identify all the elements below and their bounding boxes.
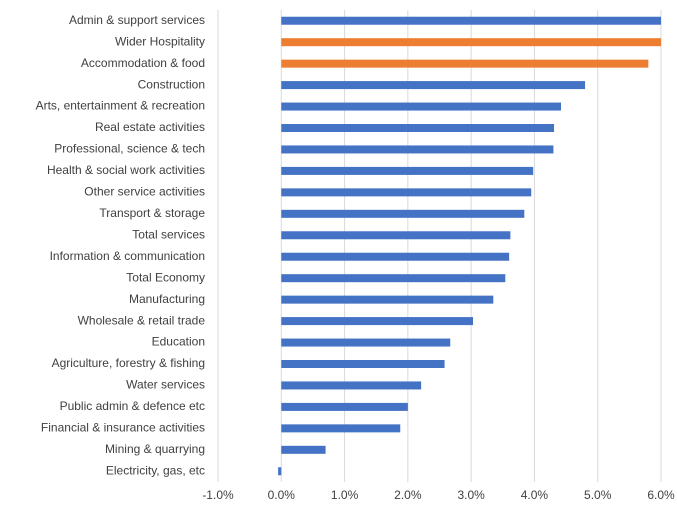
bar <box>281 16 661 25</box>
bar <box>281 360 445 368</box>
y-tick-label: Information & communication <box>50 249 205 263</box>
y-tick-label: Health & social work activities <box>47 163 205 177</box>
y-tick-label: Financial & insurance activities <box>41 421 205 435</box>
x-tick-label: -1.0% <box>202 488 234 502</box>
bar <box>281 252 510 261</box>
bar <box>281 424 401 433</box>
bar <box>281 102 562 111</box>
bar <box>281 445 326 454</box>
x-tick-label: 6.0% <box>647 488 675 502</box>
x-tick-label: 3.0% <box>457 488 485 502</box>
x-tick-label: 2.0% <box>394 488 422 502</box>
y-tick-label: Real estate activities <box>95 120 205 134</box>
y-tick-label: Wider Hospitality <box>115 34 205 48</box>
y-tick-label: Construction <box>138 77 205 91</box>
x-tick-label: 1.0% <box>331 488 359 502</box>
y-tick-label: Wholesale & retail trade <box>78 313 206 327</box>
y-tick-label: Professional, science & tech <box>54 142 205 156</box>
y-tick-label: Total Economy <box>126 270 205 284</box>
y-tick-label: Mining & quarrying <box>105 442 205 456</box>
bar <box>281 38 661 47</box>
bar <box>281 402 408 411</box>
x-tick-label: 4.0% <box>521 488 549 502</box>
x-tick-label: 0.0% <box>268 488 296 502</box>
y-tick-label: Total services <box>132 227 205 241</box>
y-tick-label: Electricity, gas, etc <box>106 463 205 477</box>
bar <box>281 381 422 390</box>
bar <box>281 295 494 304</box>
bar <box>281 317 474 326</box>
bar <box>281 124 555 132</box>
y-tick-label: Agriculture, forestry & fishing <box>52 356 205 370</box>
y-tick-label: Education <box>152 335 205 349</box>
bar <box>281 274 506 283</box>
bar <box>281 145 554 154</box>
bar <box>281 59 649 68</box>
y-tick-label: Public admin & defence etc <box>60 399 205 413</box>
bar <box>281 338 451 347</box>
bar <box>281 188 532 197</box>
y-tick-label: Manufacturing <box>129 292 205 306</box>
bar <box>281 166 534 175</box>
bar <box>278 467 282 476</box>
bar <box>281 231 511 240</box>
y-tick-label: Accommodation & food <box>81 56 205 70</box>
x-tick-label: 5.0% <box>584 488 612 502</box>
y-tick-label: Other service activities <box>84 185 205 199</box>
y-tick-label: Admin & support services <box>69 13 205 27</box>
y-tick-label: Transport & storage <box>99 206 205 220</box>
bar <box>281 81 586 90</box>
bar <box>281 209 525 218</box>
y-tick-label: Water services <box>126 378 205 392</box>
y-tick-label: Arts, entertainment & recreation <box>36 99 205 113</box>
